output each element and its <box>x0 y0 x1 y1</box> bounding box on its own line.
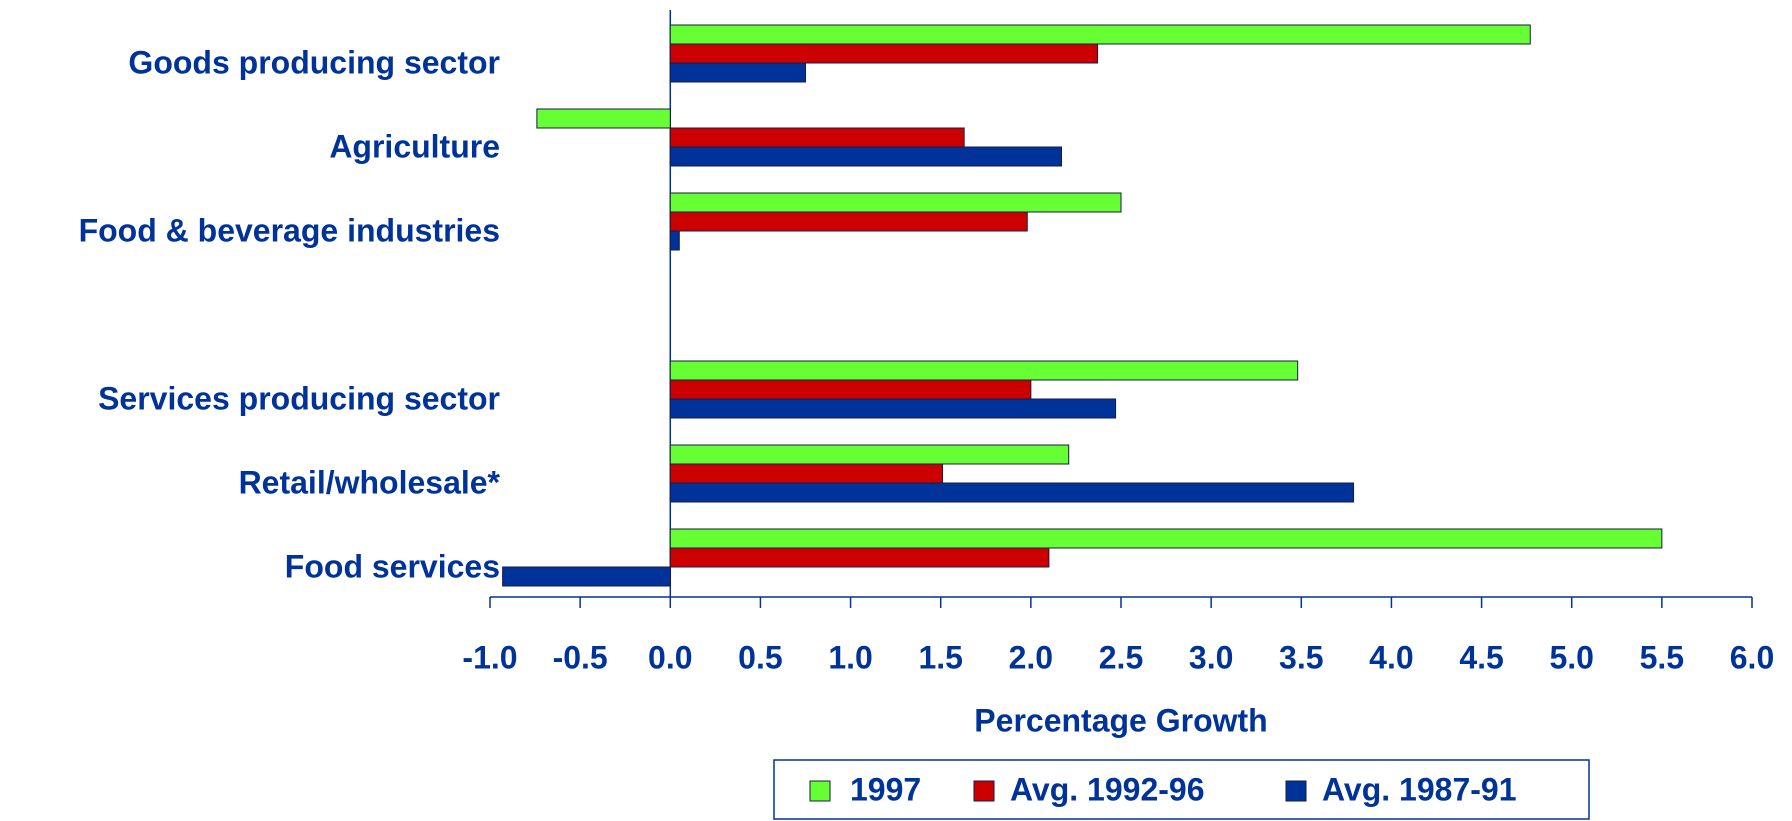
legend-swatch <box>809 780 831 802</box>
bar <box>669 43 1099 64</box>
x-tick-label: 2.5 <box>1099 639 1143 675</box>
bar <box>669 211 1028 232</box>
bar <box>669 547 1050 568</box>
y-tick-label: Services producing sector <box>98 380 500 416</box>
x-tick-label: 6.0 <box>1730 639 1774 675</box>
bar <box>502 566 671 587</box>
bar <box>669 528 1663 549</box>
bar <box>669 24 1531 45</box>
legend-box <box>773 759 1590 820</box>
x-tick-label: -1.0 <box>462 639 517 675</box>
x-tick-label: -0.5 <box>553 639 608 675</box>
y-tick-label: Goods producing sector <box>128 44 500 80</box>
x-tick-label: 0.5 <box>738 639 782 675</box>
y-tick-label: Retail/wholesale* <box>239 464 501 500</box>
bar <box>669 360 1299 381</box>
y-tick-label: Food & beverage industries <box>79 212 500 248</box>
x-tick-label: 1.5 <box>918 639 962 675</box>
x-tick-label: 0.0 <box>648 639 692 675</box>
y-tick-label: Food services <box>285 548 500 584</box>
x-tick-label: 5.5 <box>1640 639 1684 675</box>
x-tick-label: 3.5 <box>1279 639 1323 675</box>
x-tick-label: 3.0 <box>1189 639 1233 675</box>
bar <box>669 62 806 83</box>
bar <box>669 230 680 251</box>
bar <box>669 482 1355 503</box>
x-axis-title: Percentage Growth <box>974 702 1267 738</box>
x-tick-label: 5.0 <box>1549 639 1593 675</box>
bar <box>669 398 1117 419</box>
y-tick-label: Agriculture <box>329 128 500 164</box>
bar <box>669 146 1063 167</box>
legend-swatch <box>1285 780 1307 802</box>
bar <box>669 127 965 148</box>
x-tick-label: 4.0 <box>1369 639 1413 675</box>
legend-label: Avg. 1992-96 <box>1010 771 1204 807</box>
legend-label: Avg. 1987-91 <box>1322 771 1516 807</box>
legend-swatch <box>973 780 995 802</box>
bar <box>669 192 1122 213</box>
x-tick-label: 2.0 <box>1009 639 1053 675</box>
legend-label: 1997 <box>850 771 921 807</box>
bar <box>669 444 1070 465</box>
x-tick-label: 1.0 <box>828 639 872 675</box>
bar <box>536 108 671 129</box>
bar <box>669 463 944 484</box>
x-tick-label: 4.5 <box>1459 639 1503 675</box>
bar <box>669 379 1032 400</box>
